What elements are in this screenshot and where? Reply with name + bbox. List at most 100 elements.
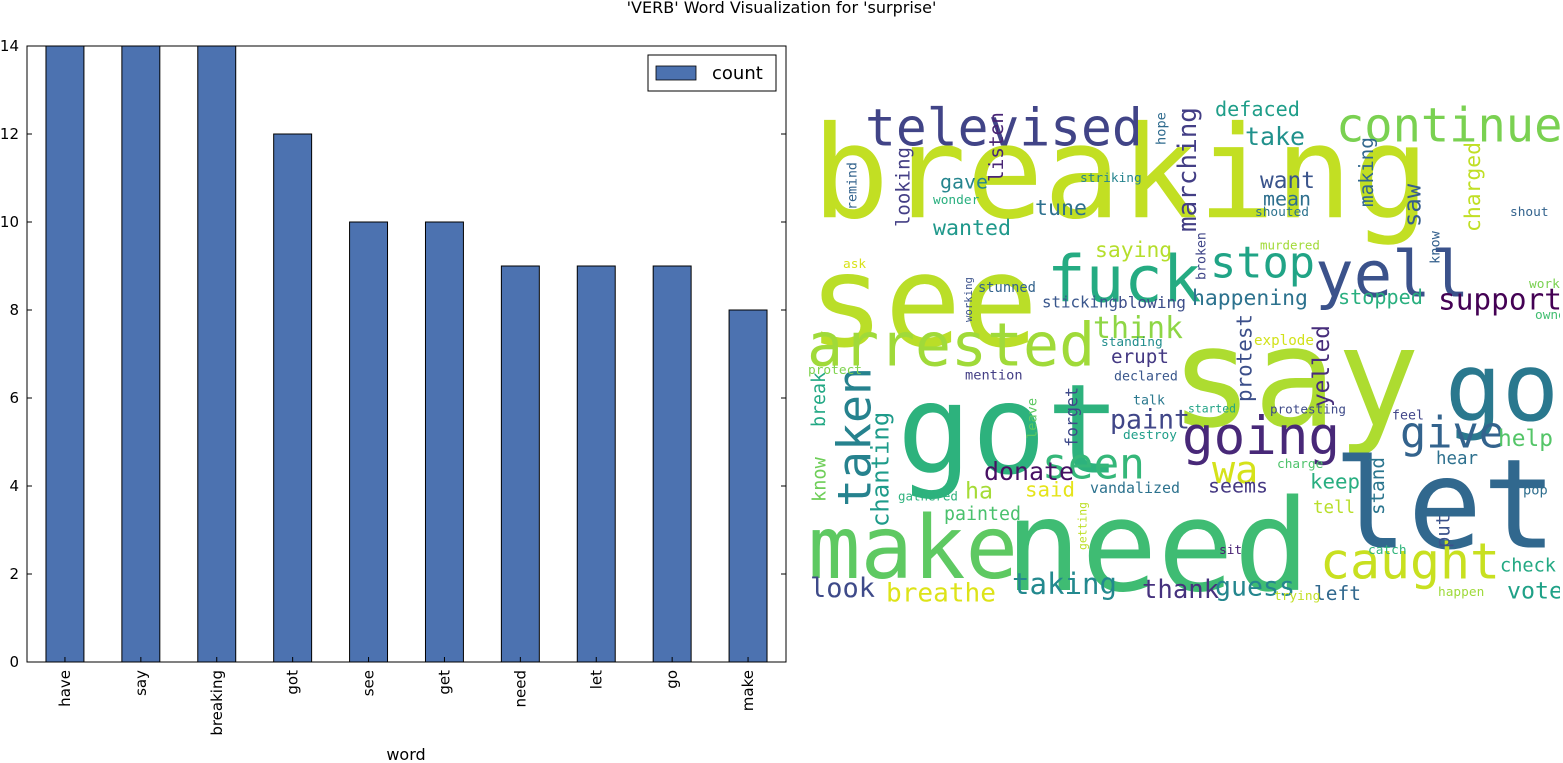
cloud-word: want bbox=[1260, 168, 1315, 194]
cloud-word: seen bbox=[1042, 440, 1145, 490]
cloud-word: said bbox=[1025, 477, 1075, 501]
y-tick-label: 2 bbox=[9, 565, 19, 583]
legend-label: count bbox=[712, 63, 763, 84]
x-tick-label: get bbox=[435, 670, 453, 695]
cloud-word: fuck bbox=[1047, 244, 1201, 318]
cloud-word: erupt bbox=[1111, 345, 1169, 368]
cloud-word: left bbox=[1314, 582, 1361, 605]
cloud-word: gathered bbox=[898, 489, 958, 504]
cloud-word: hear bbox=[1436, 449, 1478, 469]
cloud-word: protect bbox=[808, 363, 862, 378]
x-axis-label: word bbox=[386, 745, 425, 763]
bar-make bbox=[728, 309, 768, 663]
cloud-word: make bbox=[808, 497, 1018, 599]
cloud-word: getting bbox=[1076, 502, 1090, 550]
legend-swatch bbox=[655, 65, 697, 81]
cloud-word: gave bbox=[940, 171, 988, 194]
cloud-word: marching bbox=[1173, 107, 1203, 232]
cloud-word: breaking bbox=[812, 99, 1429, 248]
cloud-word: protesting bbox=[1270, 402, 1346, 417]
cloud-word: know bbox=[809, 456, 830, 502]
cloud-word: see bbox=[808, 228, 1038, 376]
x-tick-label: breaking bbox=[208, 670, 226, 736]
cloud-word: paint bbox=[1110, 405, 1190, 436]
cloud-word: saw bbox=[1398, 183, 1426, 227]
bars-layer bbox=[45, 45, 768, 663]
x-tick-label: make bbox=[739, 670, 757, 711]
bar-got bbox=[273, 133, 313, 663]
y-tick-label: 8 bbox=[9, 301, 19, 319]
x-tick-label: need bbox=[511, 670, 529, 708]
cloud-word: thank bbox=[1142, 575, 1220, 605]
cloud-word: charged bbox=[1461, 142, 1486, 232]
cloud-word: stopped bbox=[1338, 285, 1423, 309]
cloud-word: say bbox=[1170, 298, 1420, 459]
bar-need bbox=[500, 265, 540, 663]
cloud-word: painted bbox=[944, 504, 1021, 525]
cloud-word: happening bbox=[1192, 286, 1308, 311]
bar-say bbox=[121, 45, 161, 663]
x-tick-label: see bbox=[360, 670, 378, 696]
cloud-word: catch bbox=[1368, 543, 1407, 558]
cloud-word: leave bbox=[1025, 398, 1041, 439]
cloud-word: got bbox=[897, 358, 1121, 502]
cloud-word: work bbox=[1529, 277, 1560, 292]
cloud-word: need bbox=[1005, 472, 1310, 612]
cloud-word: guess bbox=[1215, 572, 1295, 603]
cloud-word: help bbox=[1498, 426, 1553, 452]
cloud-word: pop bbox=[1523, 483, 1548, 499]
cloud-word: tune bbox=[1035, 196, 1087, 221]
cloud-word: stop bbox=[1210, 239, 1315, 289]
y-tick-label: 6 bbox=[9, 389, 19, 407]
bar-chart: 0 2 4 6 8 10 12 14 have say breaking got see get need… bbox=[0, 37, 787, 763]
cloud-word: protest bbox=[1232, 314, 1256, 402]
cloud-word: ask bbox=[843, 257, 866, 272]
cloud-word: mean bbox=[1263, 188, 1311, 211]
legend: count bbox=[647, 54, 777, 92]
y-axis: 0 2 4 6 8 10 12 14 bbox=[0, 37, 786, 671]
cloud-word: sit bbox=[1219, 543, 1242, 558]
bar-have bbox=[45, 45, 85, 663]
x-tick-label: go bbox=[663, 670, 681, 689]
cloud-word: look bbox=[810, 573, 875, 604]
cloud-word: working bbox=[962, 277, 975, 322]
x-tick-label: got bbox=[284, 670, 302, 695]
cloud-word: ha bbox=[965, 478, 993, 505]
cloud-word: remind bbox=[845, 162, 860, 210]
y-tick-label: 4 bbox=[9, 477, 19, 495]
cloud-word: keep bbox=[1310, 469, 1360, 493]
cloud-word: vote bbox=[1507, 578, 1560, 605]
x-tick-label: say bbox=[132, 670, 150, 696]
cloud-word: seems bbox=[1208, 475, 1268, 498]
cloud-word: declared bbox=[1114, 369, 1178, 384]
cloud-word: striking bbox=[1080, 171, 1142, 186]
cloud-word: feel bbox=[1392, 408, 1424, 423]
bar-let bbox=[576, 265, 616, 663]
cloud-word: stand bbox=[1366, 457, 1389, 515]
cloud-word: broken bbox=[1194, 232, 1209, 280]
y-tick-label: 12 bbox=[0, 125, 19, 143]
cloud-word: donate bbox=[984, 457, 1074, 486]
cloud-word: destroy bbox=[1123, 428, 1177, 443]
y-tick-label: 10 bbox=[0, 213, 19, 231]
cloud-word: take bbox=[1245, 122, 1305, 151]
cloud-word: break bbox=[809, 372, 830, 427]
cloud-word: caught bbox=[1320, 532, 1500, 590]
x-axis: have say breaking got see get need let go make bbox=[56, 657, 757, 736]
cloud-word: think bbox=[1093, 311, 1183, 346]
cloud-word: televised bbox=[865, 99, 1143, 159]
cloud-word: stunned bbox=[978, 280, 1036, 296]
cloud-word: forget bbox=[1062, 387, 1081, 447]
cloud-word: go bbox=[1445, 333, 1559, 443]
cloud-word: blowing bbox=[1118, 293, 1186, 312]
x-tick-label: let bbox=[587, 670, 605, 689]
cloud-word: hope bbox=[1154, 112, 1170, 145]
cloud-word: breathe bbox=[886, 578, 996, 608]
cloud-word: yell bbox=[1315, 239, 1469, 313]
cloud-word: vandalized bbox=[1090, 479, 1180, 497]
cloud-word: murdered bbox=[1260, 238, 1320, 253]
cloud-word: talk bbox=[1133, 393, 1165, 408]
bar-breaking bbox=[197, 45, 237, 663]
cloud-word: listen bbox=[985, 112, 1008, 182]
